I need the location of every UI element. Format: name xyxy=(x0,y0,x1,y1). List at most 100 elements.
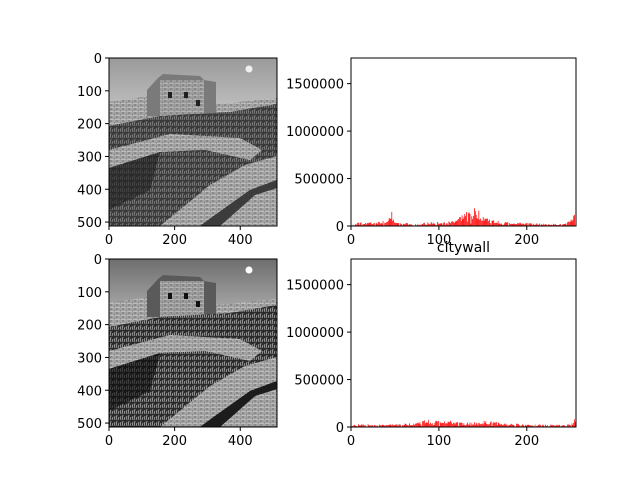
histogram-bar xyxy=(558,424,560,427)
histogram-bar xyxy=(392,424,394,427)
histogram-bar xyxy=(445,423,446,427)
x-tick-label: 200 xyxy=(162,434,187,449)
histogram-bar xyxy=(503,423,505,427)
histogram-bar xyxy=(573,422,575,427)
histogram-bar xyxy=(358,224,360,226)
histogram-bar xyxy=(355,224,357,226)
histogram-bar xyxy=(481,423,483,427)
histogram-bar xyxy=(538,424,539,427)
histogram-bar xyxy=(574,214,575,226)
histogram-bar xyxy=(390,218,392,226)
histogram-bar xyxy=(483,420,485,427)
histogram-bar xyxy=(485,218,487,226)
histogram-bar xyxy=(468,424,470,427)
histogram-bar xyxy=(411,224,413,226)
histogram-bar xyxy=(445,423,447,427)
histogram-bar xyxy=(551,224,553,226)
histogram-bar xyxy=(455,220,457,226)
histogram-bar xyxy=(398,223,400,226)
histogram-bar xyxy=(487,424,488,427)
histogram-bar xyxy=(467,422,468,427)
histogram-bar xyxy=(562,425,564,427)
histogram-bar xyxy=(387,425,388,427)
histogram-bar xyxy=(519,222,521,226)
histogram-bar xyxy=(352,425,354,427)
histogram-bar xyxy=(515,224,517,226)
histogram-bar xyxy=(375,223,377,226)
histogram-bar xyxy=(449,421,451,427)
histogram-bar xyxy=(386,425,387,427)
histogram-bar xyxy=(417,422,419,427)
histogram-bar xyxy=(401,425,403,427)
histogram-bar xyxy=(418,224,420,226)
histogram-bar xyxy=(394,424,396,427)
histogram-bar xyxy=(387,424,389,427)
histogram-bar xyxy=(382,221,384,226)
histogram-bar xyxy=(548,224,550,226)
histogram-bar xyxy=(493,220,495,226)
histogram-bar xyxy=(563,424,565,427)
histogram-bar xyxy=(545,424,546,427)
histogram-bar xyxy=(395,222,397,226)
histogram-bar xyxy=(572,424,574,427)
histogram-bar xyxy=(393,219,394,226)
histogram-bar xyxy=(453,422,455,427)
histogram-bar xyxy=(388,218,390,226)
histogram-bar xyxy=(416,423,417,427)
histogram-bar xyxy=(555,425,557,427)
y-tick-label: 1500000 xyxy=(286,279,344,294)
histogram-bar xyxy=(522,223,524,226)
histogram-bar xyxy=(484,218,486,226)
histogram-bar xyxy=(448,221,450,226)
y-tick-label: 100 xyxy=(77,286,102,301)
histogram-bar xyxy=(559,224,561,226)
histogram-bar xyxy=(445,224,446,226)
histogram-bar xyxy=(462,219,464,226)
histogram-bar xyxy=(458,425,459,427)
histogram-bar xyxy=(553,223,554,226)
histogram-bar xyxy=(555,224,557,226)
histogram-bar xyxy=(530,223,532,226)
histogram-bar xyxy=(357,222,358,226)
histogram-bar xyxy=(504,222,506,226)
histogram-bar xyxy=(494,422,496,427)
histogram-bar xyxy=(379,222,380,226)
histogram-bar xyxy=(408,224,409,226)
histogram-bar xyxy=(380,425,382,427)
histogram-bar xyxy=(384,425,386,427)
histogram-bar xyxy=(489,222,491,226)
histogram-bar xyxy=(365,223,366,226)
histogram-bar xyxy=(434,422,436,427)
histogram-bar xyxy=(451,422,452,427)
x-tick-label: 400 xyxy=(228,434,253,449)
histogram-bar xyxy=(445,223,447,226)
histogram-bar xyxy=(434,223,436,226)
histogram-bar xyxy=(430,422,431,427)
histogram-bar xyxy=(537,425,539,427)
x-tick-label: 400 xyxy=(228,233,253,248)
histogram-bar xyxy=(496,422,497,427)
histogram-bar xyxy=(532,425,533,427)
histogram-bar xyxy=(516,423,517,427)
histogram-bar xyxy=(452,422,454,427)
histogram-bar xyxy=(459,217,460,226)
histogram-bar xyxy=(372,425,373,427)
histogram-bar xyxy=(471,216,473,226)
histogram-bar xyxy=(537,224,539,226)
x-tick-label: 0 xyxy=(105,233,113,248)
histogram-bar xyxy=(474,424,476,427)
histogram-bar xyxy=(389,424,391,427)
histogram-bar xyxy=(461,423,463,427)
histogram-bar xyxy=(550,424,552,427)
histogram-bar xyxy=(459,422,460,427)
histogram-bar xyxy=(393,425,394,427)
histogram-bar xyxy=(365,224,367,226)
histogram-bar xyxy=(546,224,547,226)
histogram-bar xyxy=(488,219,490,226)
histogram-bar xyxy=(457,219,459,226)
histogram-bar xyxy=(499,223,501,226)
histogram-bar xyxy=(470,223,472,226)
histogram-bar xyxy=(536,425,538,427)
histogram-bar xyxy=(520,223,522,226)
